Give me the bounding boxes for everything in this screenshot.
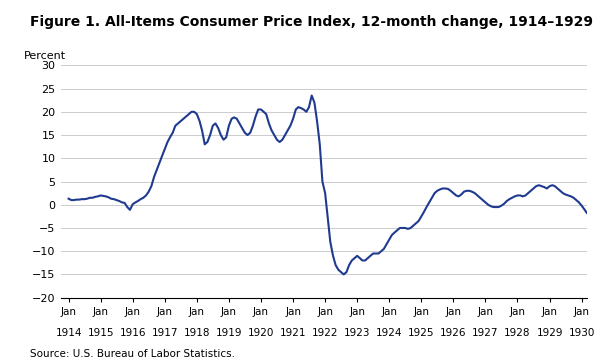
Text: Source: U.S. Bureau of Labor Statistics.: Source: U.S. Bureau of Labor Statistics. [30, 349, 235, 359]
Text: 1927: 1927 [472, 328, 499, 338]
Text: 1924: 1924 [376, 328, 402, 338]
Text: 1916: 1916 [119, 328, 146, 338]
Text: 1928: 1928 [504, 328, 531, 338]
Text: 1919: 1919 [215, 328, 242, 338]
Text: 1918: 1918 [183, 328, 210, 338]
Text: 1929: 1929 [537, 328, 563, 338]
Text: 1920: 1920 [248, 328, 274, 338]
Text: 1921: 1921 [280, 328, 306, 338]
Text: 1925: 1925 [408, 328, 434, 338]
Text: 1930: 1930 [569, 328, 595, 338]
Text: 1915: 1915 [87, 328, 114, 338]
Text: Percent: Percent [24, 51, 66, 61]
Text: Figure 1. All-Items Consumer Price Index, 12-month change, 1914–1929: Figure 1. All-Items Consumer Price Index… [30, 15, 594, 29]
Text: 1917: 1917 [152, 328, 178, 338]
Text: 1923: 1923 [344, 328, 370, 338]
Text: 1914: 1914 [55, 328, 82, 338]
Text: 1922: 1922 [312, 328, 338, 338]
Text: 1926: 1926 [440, 328, 466, 338]
